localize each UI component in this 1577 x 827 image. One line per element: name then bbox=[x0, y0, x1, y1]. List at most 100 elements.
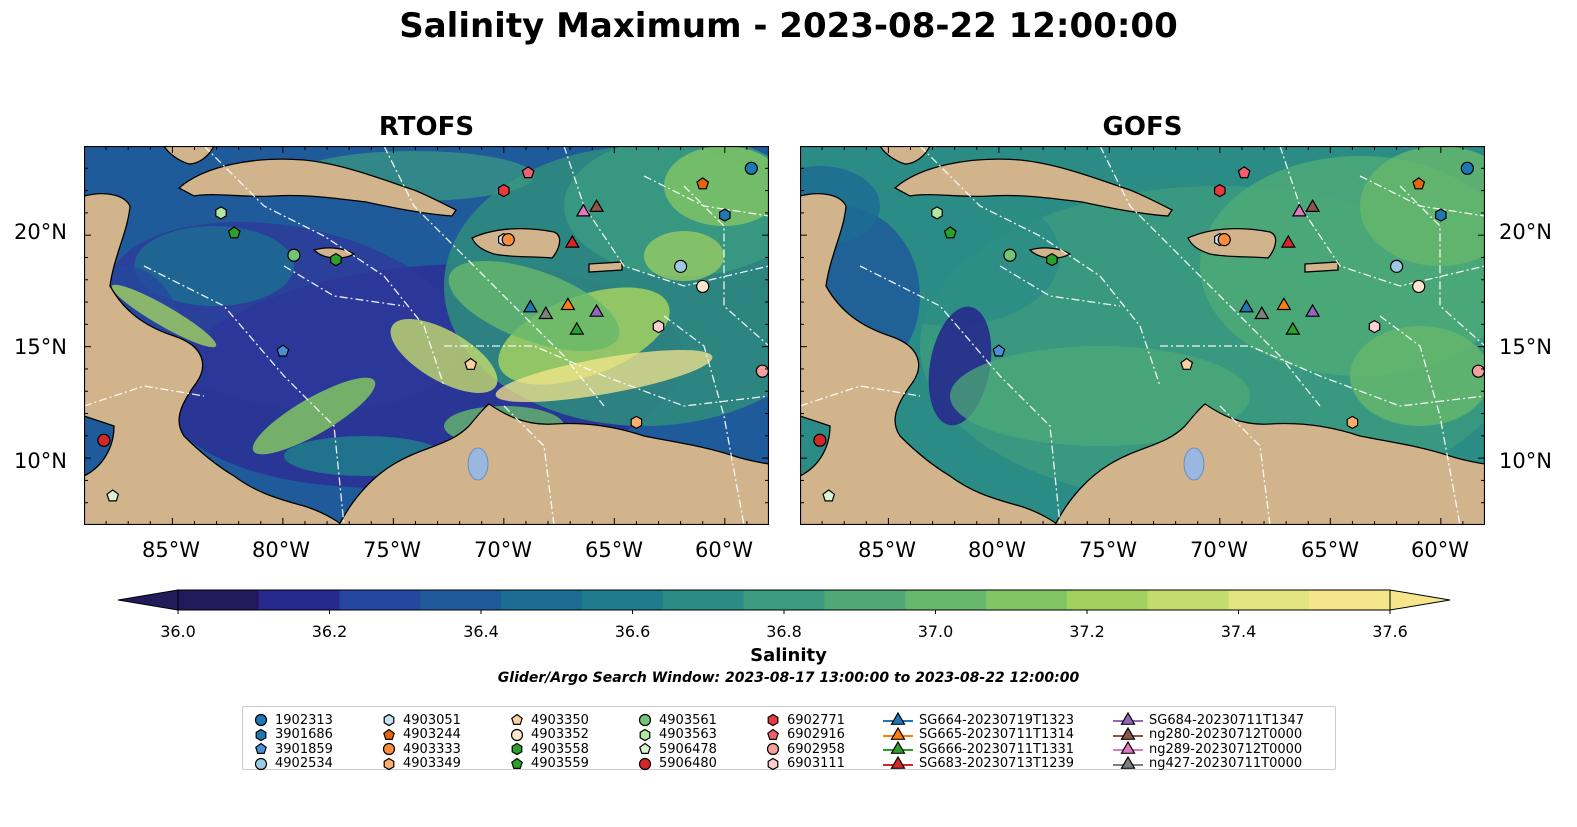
triangle-icon bbox=[1120, 755, 1136, 769]
legend-item-label: 5906478 bbox=[659, 741, 717, 757]
float-glider-legend: 1902313 3901686 3901859 4902534 4903051 49032… bbox=[242, 706, 1336, 773]
legend-item: 4903051 bbox=[381, 711, 461, 729]
legend-item-label: 4902534 bbox=[275, 756, 333, 771]
land-mass bbox=[1187, 227, 1277, 259]
legend-item: ng280-20230712T0000 bbox=[1113, 726, 1302, 744]
lon-label-85w-left: 85°W bbox=[142, 538, 200, 562]
colorbar-swatch bbox=[662, 590, 745, 610]
legend-item-label: ng280-20230712T0000 bbox=[1149, 727, 1303, 742]
observation-marker bbox=[1412, 279, 1426, 294]
legend-item: SG664-20230719T1323 bbox=[883, 711, 1074, 729]
hexagon-marker-icon bbox=[383, 713, 395, 727]
observation-marker bbox=[1368, 319, 1381, 334]
colorbar-swatch bbox=[824, 590, 906, 610]
triangle-marker-icon bbox=[1113, 755, 1143, 769]
colorbar-swatch bbox=[1228, 590, 1310, 610]
legend-item-label: 1902313 bbox=[275, 712, 333, 728]
circle-icon bbox=[766, 742, 780, 756]
observation-marker bbox=[1412, 177, 1426, 190]
observation-marker bbox=[1214, 183, 1226, 198]
observation-marker bbox=[1217, 233, 1231, 247]
lon-label-70w-right: 70°W bbox=[1190, 538, 1248, 562]
lon-label-75w-right: 75°W bbox=[1079, 538, 1137, 562]
triangle-icon bbox=[1120, 741, 1136, 754]
eez-boundary-line bbox=[1219, 405, 1271, 525]
eez-boundary-line bbox=[143, 265, 345, 525]
lat-label-15n-right: 15°N bbox=[1499, 335, 1552, 359]
rtofs-salinity-map bbox=[84, 146, 769, 525]
legend-item-label: ng427-20230711T0000 bbox=[1149, 756, 1303, 771]
gofs-salinity-map bbox=[800, 146, 1485, 525]
observation-marker bbox=[1280, 234, 1296, 248]
colorbar-tick-label: 36.8 bbox=[766, 622, 802, 641]
lake-maracaibo bbox=[467, 447, 489, 481]
legend-item-label: ng289-20230712T0000 bbox=[1149, 741, 1303, 757]
observation-marker bbox=[1390, 259, 1404, 273]
legend-item: 1902313 bbox=[253, 711, 333, 729]
circle-marker-icon bbox=[382, 742, 396, 756]
circle-marker-icon bbox=[510, 728, 524, 741]
legend-item-label: 4903559 bbox=[531, 756, 589, 771]
colorbar-swatch bbox=[582, 590, 664, 610]
eez-boundary-line bbox=[84, 385, 205, 407]
circle-icon bbox=[638, 757, 652, 770]
land-mass bbox=[338, 403, 769, 525]
legend-item: 4903563 bbox=[637, 726, 717, 744]
pentagon-icon bbox=[255, 742, 267, 754]
triangle-icon bbox=[1120, 712, 1136, 725]
legend-item: 4903558 bbox=[509, 740, 589, 758]
observation-marker bbox=[560, 297, 576, 311]
legend-item: SG684-20230711T1347 bbox=[1113, 711, 1304, 729]
legend-item: 4903352 bbox=[509, 726, 589, 744]
colorbar-swatch bbox=[1147, 590, 1229, 610]
circle-marker-icon bbox=[254, 757, 268, 770]
hexagon-icon bbox=[639, 728, 651, 741]
legend-item: 4902534 bbox=[253, 755, 333, 773]
legend-item: 6902958 bbox=[765, 740, 845, 758]
observation-marker bbox=[106, 489, 120, 502]
salinity-field-patch bbox=[664, 146, 769, 226]
colorbar-swatch bbox=[258, 590, 341, 610]
lat-label-15n-left: 15°N bbox=[14, 335, 67, 359]
observation-marker bbox=[755, 364, 769, 378]
pentagon-marker-icon bbox=[767, 728, 779, 740]
legend-item-label: 3901686 bbox=[275, 727, 333, 742]
legend-item-label: 5906480 bbox=[659, 756, 717, 771]
eez-boundary-line bbox=[999, 265, 1121, 307]
lon-label-60w-left: 60°W bbox=[695, 538, 753, 562]
salinity-field-patch bbox=[252, 377, 376, 455]
lat-label-20n-left: 20°N bbox=[14, 220, 67, 244]
hexagon-icon bbox=[255, 728, 267, 741]
legend-item-label: SG666-20230711T1331 bbox=[919, 741, 1075, 757]
observation-marker bbox=[630, 415, 643, 430]
eez-boundary-line bbox=[203, 146, 445, 387]
colorbar-swatch bbox=[420, 590, 502, 610]
observation-marker bbox=[1254, 305, 1270, 320]
circle-marker-icon bbox=[638, 713, 652, 727]
pentagon-marker-icon bbox=[383, 728, 395, 740]
observation-marker bbox=[1237, 166, 1251, 179]
eez-boundary-line bbox=[563, 146, 769, 287]
pentagon-icon bbox=[639, 742, 651, 754]
lon-label-70w-left: 70°W bbox=[474, 538, 532, 562]
triangle-marker-icon bbox=[883, 755, 913, 769]
eez-boundary-line bbox=[1399, 185, 1485, 347]
observation-marker bbox=[652, 319, 665, 334]
observation-marker bbox=[992, 344, 1006, 357]
rtofs-panel-title: RTOFS bbox=[378, 112, 475, 142]
observation-marker bbox=[276, 344, 290, 357]
legend-item: 4903349 bbox=[381, 755, 461, 773]
legend-item-label: 4903051 bbox=[403, 712, 461, 728]
lon-label-80w-right: 80°W bbox=[968, 538, 1026, 562]
observation-marker bbox=[464, 357, 478, 370]
land-mass bbox=[163, 146, 215, 165]
eez-boundary-line bbox=[800, 385, 921, 407]
colorbar-swatch bbox=[905, 590, 987, 610]
map-frame bbox=[84, 146, 769, 525]
legend-item: SG683-20230713T1239 bbox=[883, 755, 1074, 773]
legend-item: ng289-20230712T0000 bbox=[1113, 740, 1302, 758]
colorbar-swatch bbox=[339, 590, 421, 610]
circle-marker-icon bbox=[766, 742, 780, 756]
eez-boundary-line bbox=[859, 265, 1061, 525]
pentagon-marker-icon bbox=[511, 713, 523, 725]
